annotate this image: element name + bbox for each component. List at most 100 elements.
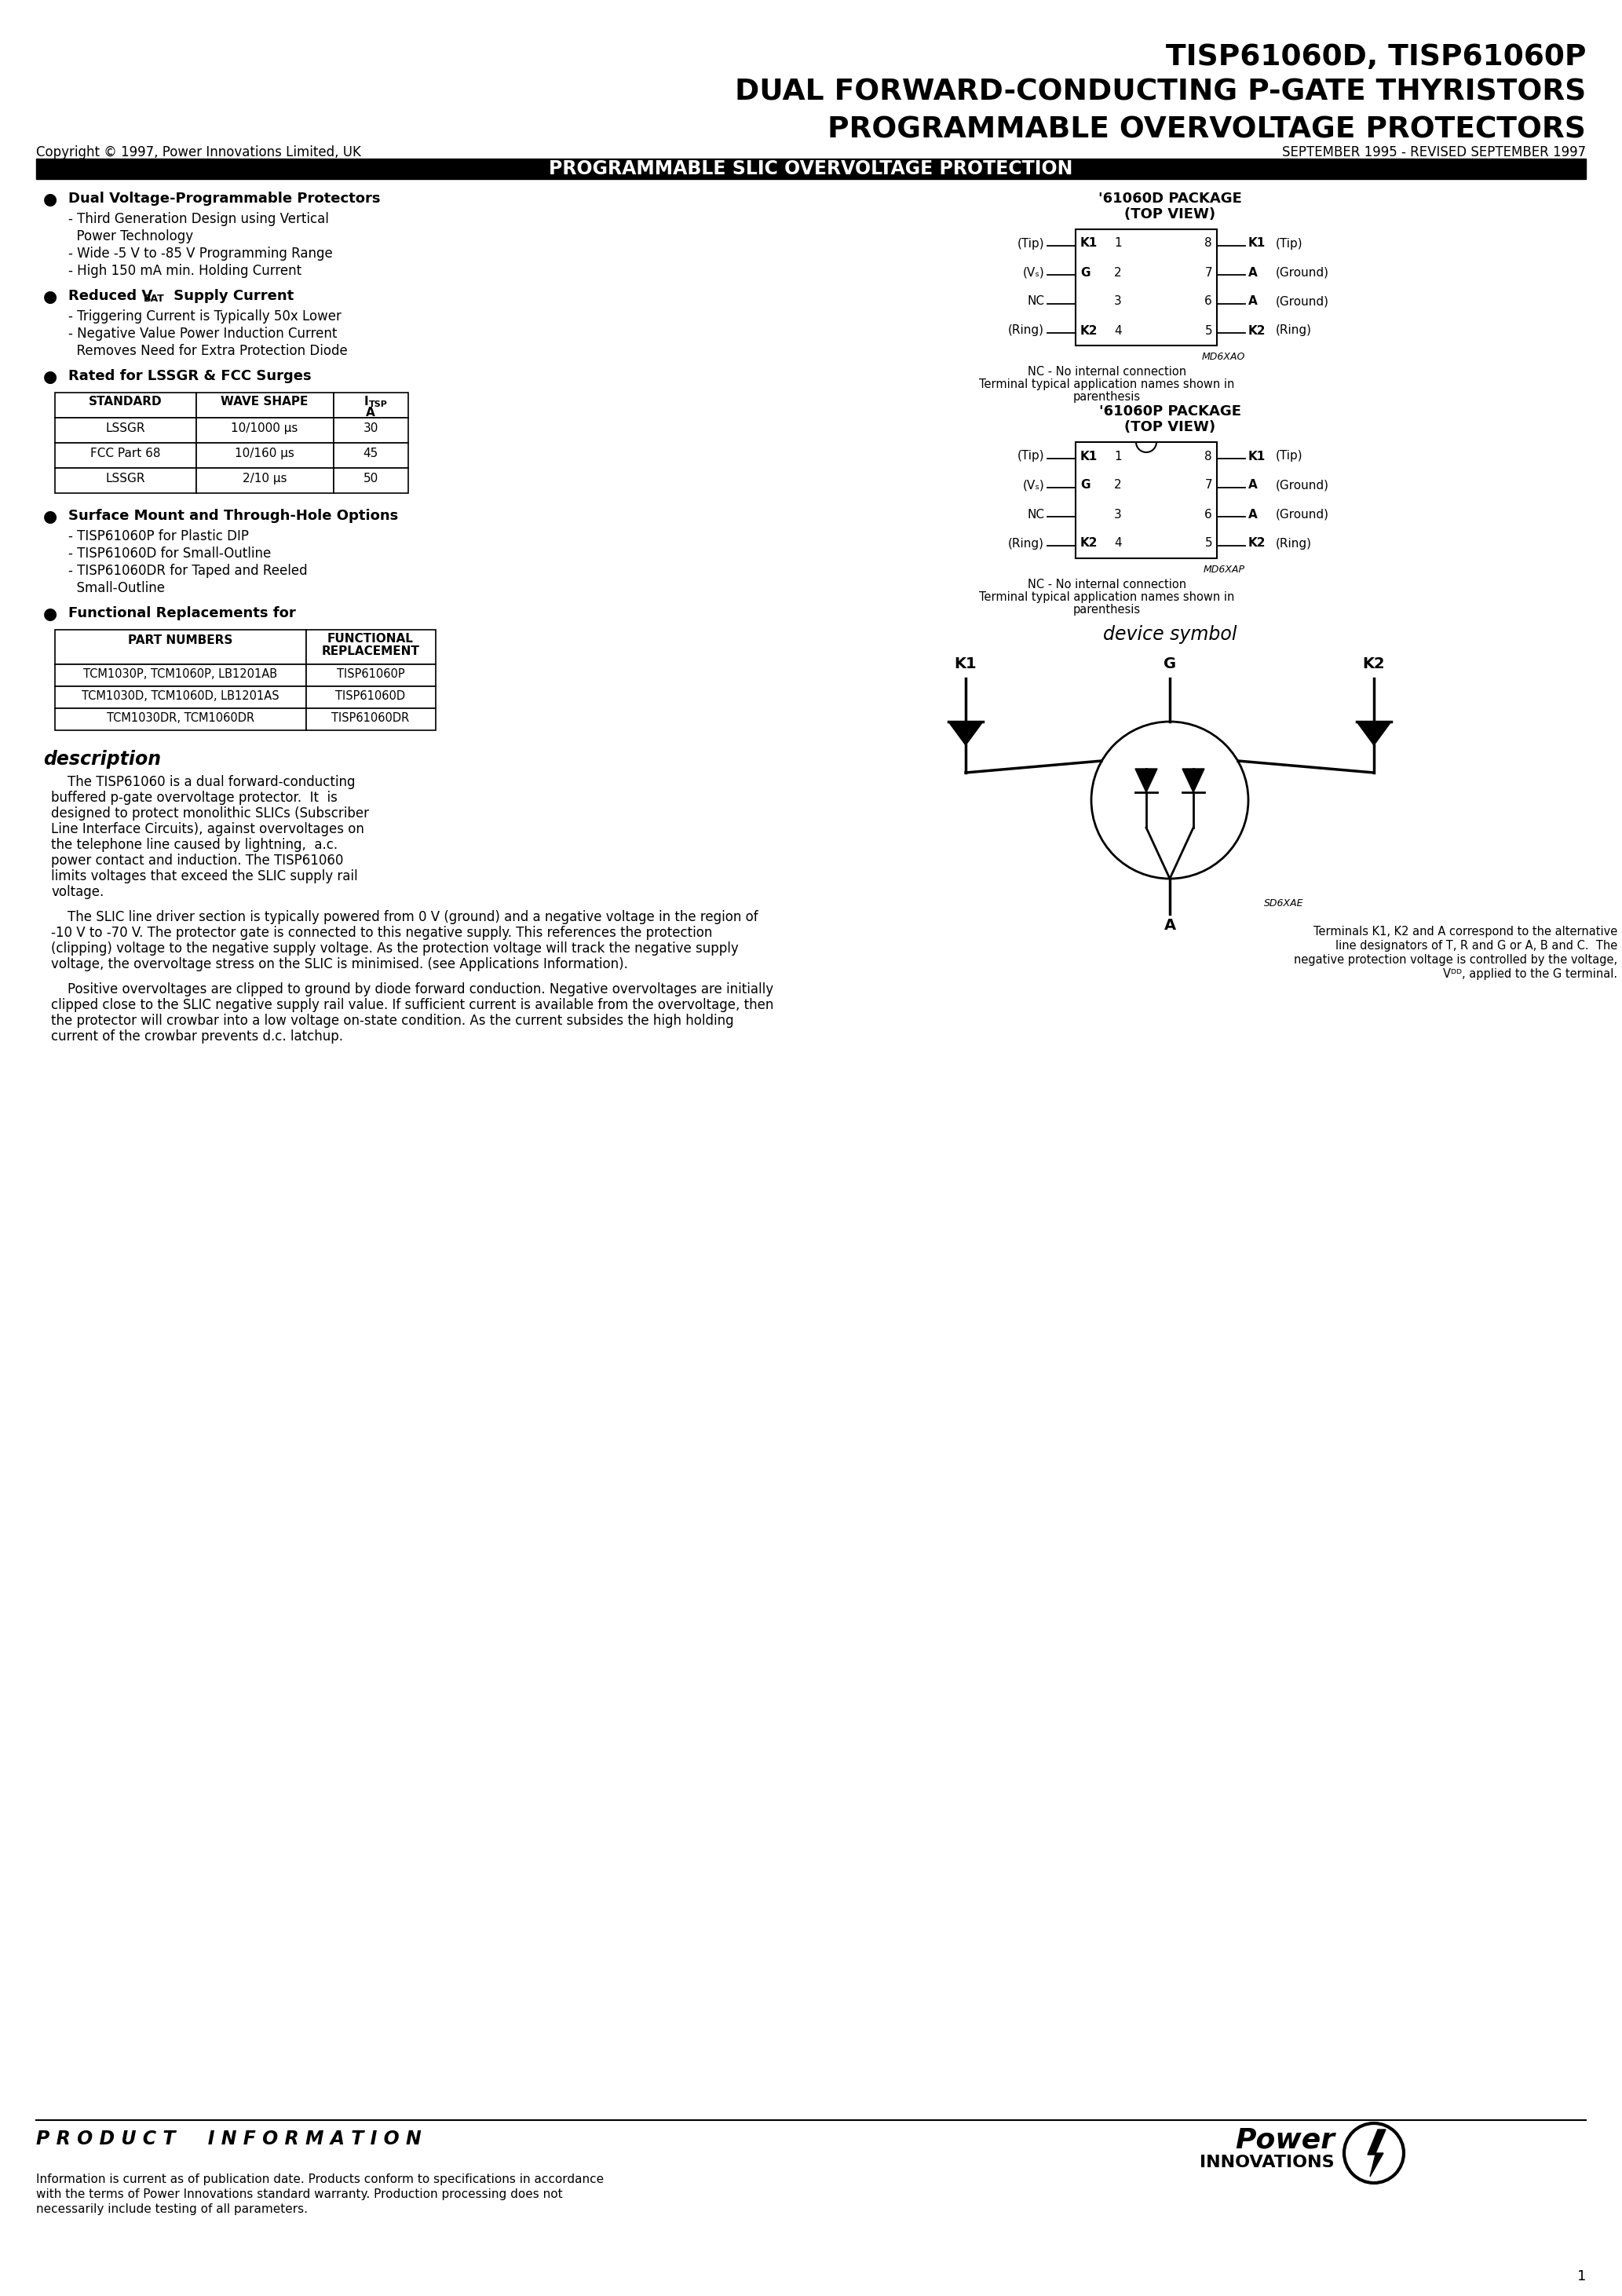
Text: Dual Voltage-Programmable Protectors: Dual Voltage-Programmable Protectors	[68, 191, 381, 207]
Text: the telephone line caused by lightning,  a.c.: the telephone line caused by lightning, …	[50, 838, 337, 852]
Text: Vᴰᴰ, applied to the G terminal.: Vᴰᴰ, applied to the G terminal.	[1444, 969, 1617, 980]
Text: 30: 30	[363, 422, 378, 434]
Text: K1: K1	[1249, 450, 1265, 461]
Text: A: A	[1249, 507, 1257, 521]
Text: PART NUMBERS: PART NUMBERS	[128, 634, 234, 645]
Text: 10/1000 μs: 10/1000 μs	[230, 422, 298, 434]
Text: 50: 50	[363, 473, 378, 484]
Text: TCM1030D, TCM1060D, LB1201AS: TCM1030D, TCM1060D, LB1201AS	[81, 691, 279, 703]
Bar	[307, 687, 436, 707]
Text: Rated for LSSGR & FCC Surges: Rated for LSSGR & FCC Surges	[68, 370, 311, 383]
Bar	[334, 468, 409, 494]
Text: NC: NC	[1027, 296, 1045, 308]
Text: power contact and induction. The TISP61060: power contact and induction. The TISP610…	[50, 854, 344, 868]
Text: 2/10 μs: 2/10 μs	[242, 473, 287, 484]
Text: FUNCTIONAL: FUNCTIONAL	[328, 634, 414, 645]
Text: SEPTEMBER 1995 - REVISED SEPTEMBER 1997: SEPTEMBER 1995 - REVISED SEPTEMBER 1997	[1281, 145, 1586, 158]
Text: 3: 3	[1114, 296, 1122, 308]
Text: SD6XAE: SD6XAE	[1264, 898, 1304, 909]
Circle shape	[1092, 721, 1249, 879]
Text: - Third Generation Design using Vertical: - Third Generation Design using Vertical	[68, 211, 329, 225]
Text: 5: 5	[1205, 537, 1212, 549]
Text: (Ring): (Ring)	[1277, 537, 1312, 549]
Text: device symbol: device symbol	[1103, 625, 1236, 643]
Text: TISP61060D, TISP61060P: TISP61060D, TISP61060P	[1166, 44, 1586, 71]
Text: Terminal typical application names shown in: Terminal typical application names shown…	[980, 592, 1234, 604]
Bar	[36, 158, 1586, 179]
Bar	[307, 707, 436, 730]
Text: K1: K1	[954, 657, 976, 670]
Bar	[55, 664, 307, 687]
Text: 1: 1	[1577, 2268, 1586, 2285]
Text: - TISP61060D for Small-Outline: - TISP61060D for Small-Outline	[68, 546, 271, 560]
Bar	[334, 443, 409, 468]
Bar	[55, 687, 307, 707]
Text: 7: 7	[1205, 480, 1212, 491]
Text: TISP61060P: TISP61060P	[336, 668, 404, 680]
Text: K2: K2	[1249, 324, 1265, 338]
Text: (Ground): (Ground)	[1277, 507, 1328, 521]
Text: Terminals K1, K2 and A correspond to the alternative: Terminals K1, K2 and A correspond to the…	[1314, 925, 1617, 937]
Text: Functional Replacements for: Functional Replacements for	[68, 606, 295, 620]
Text: 3: 3	[1114, 507, 1122, 521]
Bar	[196, 393, 334, 418]
Text: negative protection voltage is controlled by the voltage,: negative protection voltage is controlle…	[1294, 955, 1617, 967]
Bar	[1075, 443, 1216, 558]
Text: current of the crowbar prevents d.c. latchup.: current of the crowbar prevents d.c. lat…	[50, 1029, 344, 1045]
Text: 1: 1	[1114, 236, 1122, 250]
Text: INNOVATIONS: INNOVATIONS	[1200, 2154, 1335, 2170]
Bar	[196, 468, 334, 494]
Text: line designators of T, R and G or A, B and C.  The: line designators of T, R and G or A, B a…	[1335, 939, 1617, 953]
Text: Terminal typical application names shown in: Terminal typical application names shown…	[980, 379, 1234, 390]
Text: Copyright © 1997, Power Innovations Limited, UK: Copyright © 1997, Power Innovations Limi…	[36, 145, 362, 158]
Text: (clipping) voltage to the negative supply voltage. As the protection voltage wil: (clipping) voltage to the negative suppl…	[50, 941, 738, 955]
Text: (Ring): (Ring)	[1277, 324, 1312, 338]
Text: - TISP61060DR for Taped and Reeled: - TISP61060DR for Taped and Reeled	[68, 565, 308, 579]
Text: G: G	[1080, 266, 1090, 278]
Text: A: A	[367, 406, 375, 418]
Text: Small-Outline: Small-Outline	[68, 581, 165, 595]
Text: WAVE SHAPE: WAVE SHAPE	[221, 395, 308, 406]
Text: NC - No internal connection: NC - No internal connection	[1028, 365, 1186, 379]
Text: - TISP61060P for Plastic DIP: - TISP61060P for Plastic DIP	[68, 530, 248, 544]
Text: Removes Need for Extra Protection Diode: Removes Need for Extra Protection Diode	[68, 344, 347, 358]
Bar	[196, 418, 334, 443]
Text: G: G	[1163, 657, 1176, 670]
Text: (Vₛ): (Vₛ)	[1022, 266, 1045, 278]
Polygon shape	[949, 721, 983, 746]
Text: (Ground): (Ground)	[1277, 266, 1328, 278]
Text: 6: 6	[1205, 507, 1212, 521]
Text: K2: K2	[1362, 657, 1385, 670]
Text: PROGRAMMABLE OVERVOLTAGE PROTECTORS: PROGRAMMABLE OVERVOLTAGE PROTECTORS	[827, 117, 1586, 145]
Text: (Tip): (Tip)	[1277, 450, 1302, 461]
Text: '61060D PACKAGE: '61060D PACKAGE	[1098, 191, 1241, 207]
Text: (TOP VIEW): (TOP VIEW)	[1124, 207, 1215, 220]
Text: DUAL FORWARD-CONDUCTING P-GATE THYRISTORS: DUAL FORWARD-CONDUCTING P-GATE THYRISTOR…	[735, 78, 1586, 108]
Text: Positive overvoltages are clipped to ground by diode forward conduction. Negativ: Positive overvoltages are clipped to gro…	[50, 983, 774, 996]
Text: (Ground): (Ground)	[1277, 480, 1328, 491]
Text: ●: ●	[44, 191, 57, 207]
Text: A: A	[1249, 480, 1257, 491]
Text: TISP61060DR: TISP61060DR	[331, 712, 409, 723]
Text: 7: 7	[1205, 266, 1212, 278]
Bar	[55, 468, 196, 494]
Text: 1: 1	[1114, 450, 1122, 461]
Text: 45: 45	[363, 448, 378, 459]
Text: PROGRAMMABLE SLIC OVERVOLTAGE PROTECTION: PROGRAMMABLE SLIC OVERVOLTAGE PROTECTION	[548, 158, 1074, 179]
Text: parenthesis: parenthesis	[1074, 604, 1140, 615]
Text: Power Technology: Power Technology	[68, 230, 193, 243]
Text: LSSGR: LSSGR	[105, 473, 146, 484]
Text: (Ring): (Ring)	[1007, 537, 1045, 549]
Text: - Negative Value Power Induction Current: - Negative Value Power Induction Current	[68, 326, 337, 340]
Text: TISP61060D: TISP61060D	[336, 691, 406, 703]
Text: I: I	[365, 395, 368, 406]
Text: (Ground): (Ground)	[1277, 296, 1328, 308]
Bar	[55, 418, 196, 443]
Text: -10 V to -70 V. The protector gate is connected to this negative supply. This re: -10 V to -70 V. The protector gate is co…	[50, 925, 712, 939]
Text: ●: ●	[44, 606, 57, 622]
Polygon shape	[1367, 2128, 1385, 2177]
Text: MD6XAP: MD6XAP	[1204, 565, 1246, 574]
Text: parenthesis: parenthesis	[1074, 390, 1140, 402]
Text: - Triggering Current is Typically 50x Lower: - Triggering Current is Typically 50x Lo…	[68, 310, 341, 324]
Text: voltage.: voltage.	[50, 884, 104, 900]
